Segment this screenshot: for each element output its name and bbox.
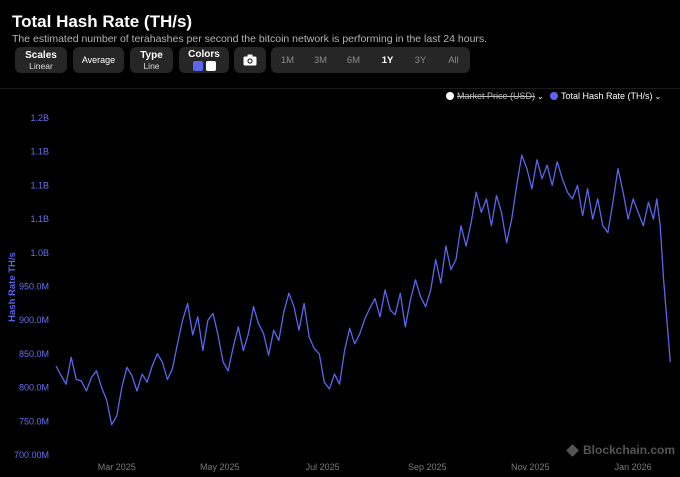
page-title: Total Hash Rate (TH/s) xyxy=(12,12,193,31)
y-tick-label: 1.1B xyxy=(30,147,49,157)
range-3m[interactable]: 3M xyxy=(313,54,328,66)
legend-hash-rate[interactable]: Total Hash Rate (TH/s) ⌄ xyxy=(550,91,661,101)
y-tick-label: 1.1B xyxy=(30,180,49,190)
header-divider xyxy=(0,88,680,89)
y-axis-ticks: 700.00M 750.0M 800.0M 850.0M 900.0M 950.0M 1.0… xyxy=(14,113,49,460)
legend-market-price-label: Market Price (USD) xyxy=(457,91,536,101)
range-3y[interactable]: 3Y xyxy=(414,54,427,66)
scales-button[interactable]: Scales Linear xyxy=(15,47,67,73)
chevron-down-icon: ⌄ xyxy=(537,91,544,101)
average-label: Average xyxy=(81,55,116,65)
colors-label: Colors xyxy=(188,49,220,60)
blockchain-logo-icon xyxy=(566,443,579,457)
y-tick-label: 750.0M xyxy=(19,416,49,426)
page-subtitle: The estimated number of terahashes per s… xyxy=(12,33,488,45)
legend-hash-rate-label: Total Hash Rate (TH/s) xyxy=(561,91,653,101)
y-axis-label: Hash Rate TH/s xyxy=(7,252,18,322)
camera-icon xyxy=(243,54,257,66)
y-tick-label: 900.0M xyxy=(19,315,49,325)
legend-dot-market-price xyxy=(446,92,454,100)
range-1m[interactable]: 1M xyxy=(280,54,295,66)
screenshot-button[interactable] xyxy=(234,47,266,73)
y-tick-label: 800.0M xyxy=(19,383,49,393)
type-button[interactable]: Type Line xyxy=(130,47,173,73)
range-selector: 1M 3M 6M 1Y 3Y All xyxy=(271,47,470,73)
colors-button[interactable]: Colors xyxy=(179,47,229,73)
chevron-down-icon: ⌄ xyxy=(654,91,662,101)
color-swatch-primary[interactable] xyxy=(192,61,203,71)
watermark-text: Blockchain.com xyxy=(583,443,676,457)
x-tick-label: May 2025 xyxy=(200,462,240,472)
range-6m[interactable]: 6M xyxy=(346,54,361,66)
type-label: Type xyxy=(140,49,163,61)
x-axis-ticks: Mar 2025 May 2025 Jul 2025 Sep 2025 Nov 2025… xyxy=(98,462,652,472)
y-tick-label: 850.0M xyxy=(19,349,49,359)
y-tick-label: 1.2B xyxy=(30,113,49,123)
y-tick-label: 1.1B xyxy=(30,214,49,224)
range-all[interactable]: All xyxy=(448,54,459,66)
y-tick-label: 1.0B xyxy=(30,248,49,258)
y-tick-label: 700.00M xyxy=(14,450,49,460)
legend-market-price[interactable]: Market Price (USD) ⌄ xyxy=(446,91,544,101)
scales-value: Linear xyxy=(29,60,53,71)
scales-label: Scales xyxy=(25,49,57,61)
x-tick-label: Sep 2025 xyxy=(408,462,447,472)
average-button[interactable]: Average xyxy=(73,47,124,73)
watermark: Blockchain.com xyxy=(566,443,676,457)
x-tick-label: Jul 2025 xyxy=(306,462,340,472)
legend-dot-hash-rate xyxy=(550,92,558,100)
x-tick-label: Jan 2026 xyxy=(615,462,652,472)
range-1y[interactable]: 1Y xyxy=(381,54,394,66)
x-tick-label: Mar 2025 xyxy=(98,462,136,472)
type-value: Line xyxy=(143,60,160,71)
color-swatch-secondary[interactable] xyxy=(205,61,216,71)
series-line-hash-rate xyxy=(55,154,671,426)
x-tick-label: Nov 2025 xyxy=(511,462,550,472)
y-tick-label: 950.0M xyxy=(19,282,49,292)
